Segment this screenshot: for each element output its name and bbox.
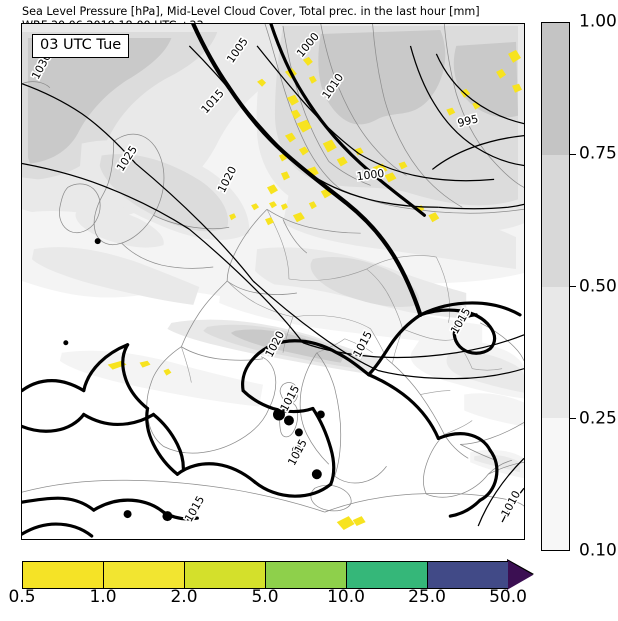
precip-colorbar-segment	[346, 561, 427, 589]
map-canvas: .cl1{fill:#f4f4f4}.cl2{fill:#e9e9e9}.cl3…	[22, 24, 524, 538]
isobar-label-halo: 1000	[356, 167, 385, 183]
precip-colorbar-tick-label: 1.0	[89, 587, 117, 607]
cloud-colorbar-tick-label: 0.10	[579, 540, 617, 561]
precip-colorbar-segment	[103, 561, 184, 589]
isobar-label: 1015	[182, 494, 207, 525]
precip-colorbar[interactable]	[22, 561, 508, 589]
cloud-colorbar-tick-label: 0.25	[579, 408, 617, 429]
cloud-colorbar-tick-label: 1.00	[579, 11, 617, 32]
precip-colorbar-extend-arrow	[507, 560, 533, 590]
precip-colorbar-tick-label: 5.0	[251, 587, 279, 607]
isobar-label: 995	[456, 112, 479, 130]
cloud-colorbar-tick	[570, 418, 576, 420]
cloud-colorbar-tick	[570, 153, 576, 155]
cloud-colorbar-segment	[542, 154, 569, 287]
precip-colorbar-tick-label: 50.0	[489, 587, 527, 607]
precip-colorbar-segment	[265, 561, 346, 589]
weather-map-panel[interactable]: .cl1{fill:#f4f4f4}.cl2{fill:#e9e9e9}.cl3…	[21, 23, 525, 540]
timestamp-badge: 03 UTC Tue	[32, 34, 130, 58]
isobar-layer	[22, 24, 524, 538]
precip-colorbar-tick-label: 10.0	[327, 587, 365, 607]
isobar-label: 1015	[278, 383, 303, 414]
precip-colorbar-segment	[184, 561, 265, 589]
figure-title: Sea Level Pressure [hPa], Mid-Level Clou…	[22, 5, 480, 18]
precip-colorbar-segment	[427, 561, 508, 589]
precip-colorbar-tick-label: 2.0	[170, 587, 198, 607]
cloud-cover-colorbar[interactable]	[541, 22, 570, 551]
cloud-colorbar-segment	[542, 286, 569, 419]
cloud-colorbar-tick-label: 0.50	[579, 276, 617, 296]
precip-colorbar-tick-label: 25.0	[408, 587, 446, 607]
cloud-colorbar-segment	[542, 418, 569, 550]
coastline-layer	[22, 24, 524, 513]
cloud-cover-layer	[22, 24, 524, 479]
cloud-cover-colorbar-ticks: 1.00 0.75 0.50 0.25 0.10	[541, 13, 617, 559]
isobar-label: 1000	[356, 167, 385, 183]
isobar-label: 1010	[499, 489, 524, 520]
country-border-layer	[181, 209, 503, 435]
cloud-colorbar-segment	[542, 23, 569, 155]
cloud-colorbar-tick	[570, 285, 576, 288]
isobar-label: 1015	[285, 437, 310, 468]
isobar-label: 1015	[351, 329, 376, 360]
precip-colorbar-segment	[22, 561, 103, 589]
precip-colorbar-tick-label: 0.5	[8, 587, 36, 607]
cloud-colorbar-tick-label: 0.75	[579, 143, 617, 164]
precip-colorbar-ticks: 0.5 1.0 2.0 5.0 10.0 25.0 50.0	[0, 589, 618, 617]
